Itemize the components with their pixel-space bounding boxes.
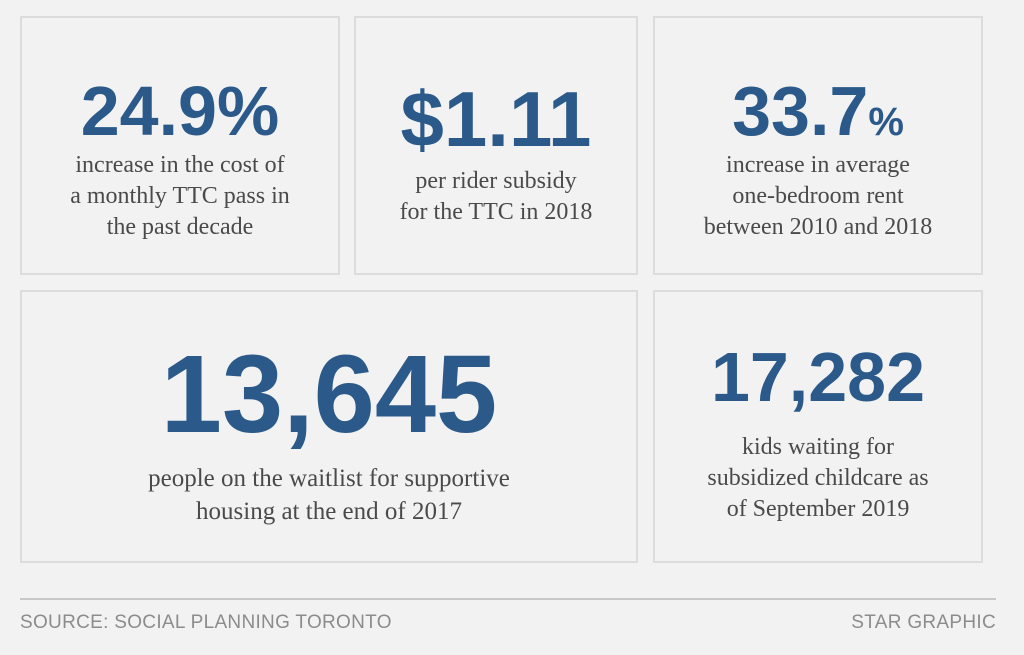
stat-card-ttc-pass: 24.9% increase in the cost of a monthly … — [20, 16, 340, 275]
stat-card-childcare: 17,282 kids waiting for subsidized child… — [653, 290, 983, 563]
stat-number: 33.7 — [732, 72, 869, 150]
footer-divider — [20, 598, 996, 600]
stat-value: $1.11 — [400, 75, 592, 163]
stat-value: 13,645 — [160, 333, 498, 456]
stat-description: increase in the cost of a monthly TTC pa… — [70, 152, 290, 240]
stat-description: kids waiting for subsidized childcare as… — [707, 434, 929, 522]
stat-unit: % — [868, 100, 904, 144]
stat-description: increase in average one-bedroom rent bet… — [703, 152, 933, 240]
stat-description: people on the waitlist for supportive ho… — [148, 465, 510, 525]
stat-card-rent-increase: 33.7% increase in average one-bedroom re… — [653, 16, 983, 275]
stat-card-ttc-subsidy: $1.11 per rider subsidy for the TTC in 2… — [354, 16, 638, 275]
stat-card-housing-waitlist: 13,645 people on the waitlist for suppor… — [20, 290, 638, 563]
stat-value: 24.9% — [80, 72, 280, 150]
stat-value: 33.7% — [655, 76, 981, 146]
graphic-credit: STAR GRAPHIC — [851, 612, 996, 633]
source-credit: SOURCE: SOCIAL PLANNING TORONTO — [20, 612, 392, 633]
stat-value: 17,282 — [710, 338, 926, 416]
stat-description: per rider subsidy for the TTC in 2018 — [399, 168, 593, 225]
